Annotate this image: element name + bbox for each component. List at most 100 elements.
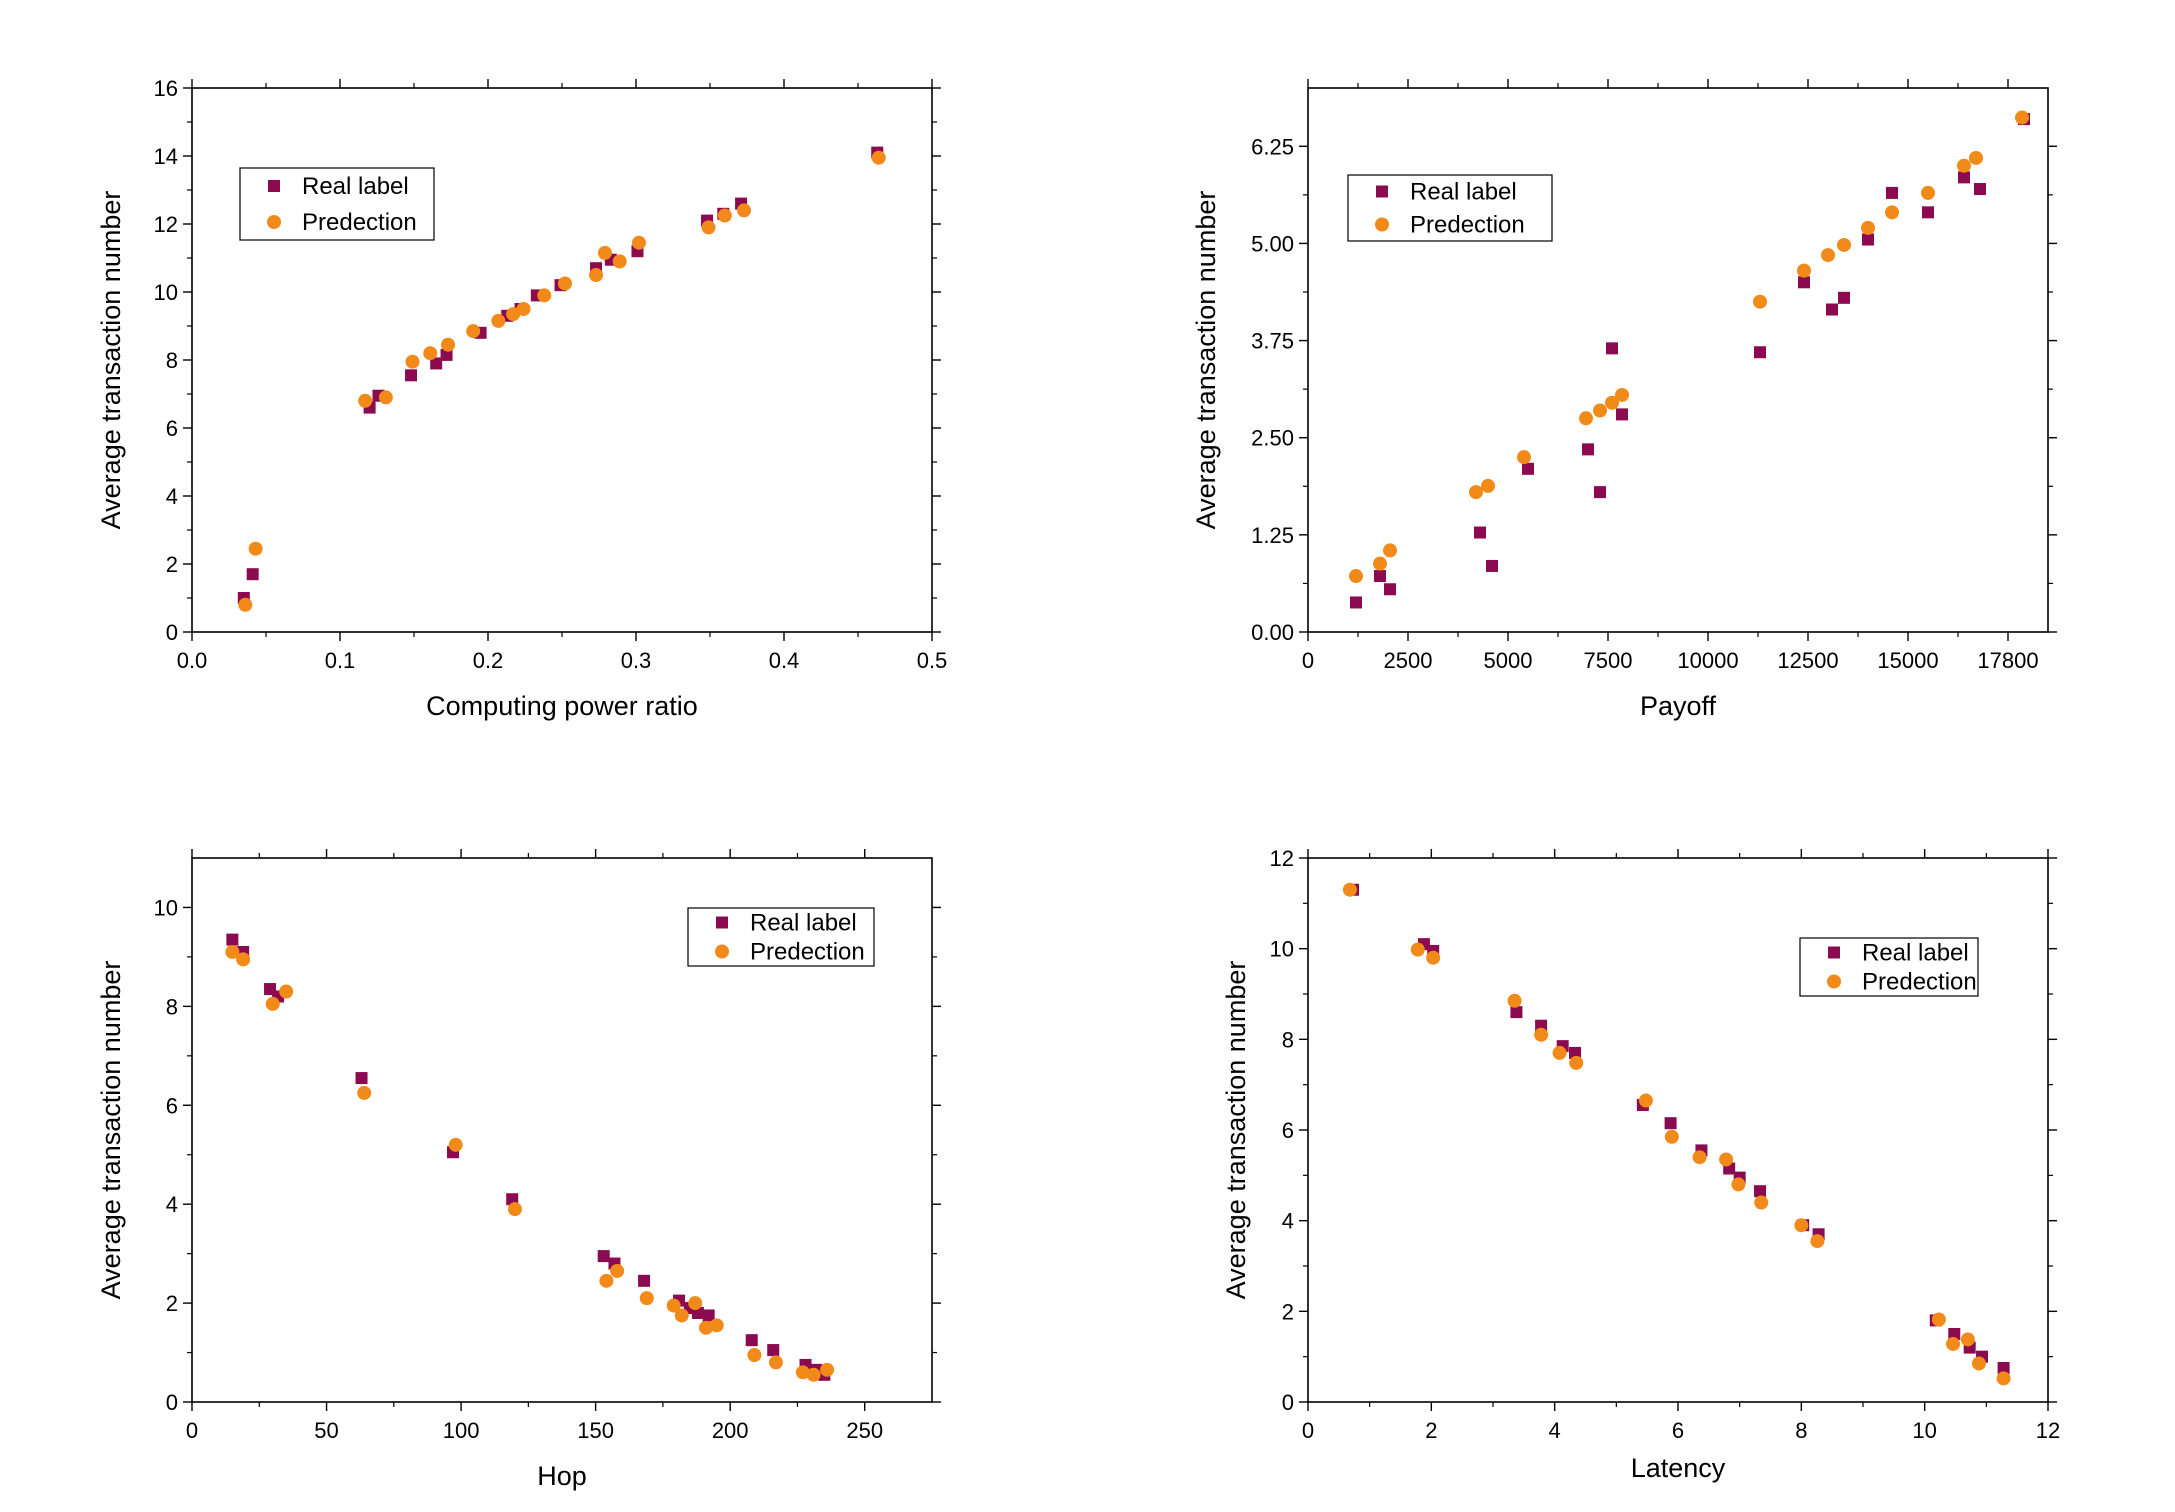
series-real-label [226,933,831,1381]
data-point-prediction [1971,1356,1986,1371]
x-tick-label: 200 [712,1418,749,1443]
data-point-prediction [701,220,716,235]
data-point-prediction [709,1318,724,1333]
x-tick-label: 7500 [1584,648,1633,673]
data-point-real [1997,1362,2010,1374]
y-tick-label: 6 [1282,1118,1294,1143]
y-tick-label: 3.75 [1251,329,1294,354]
legend-label: Predection [1862,969,1977,996]
series-predection [1349,110,2029,584]
y-axis-title: Average transaction number [96,191,126,530]
y-tick-label: 16 [154,76,178,101]
data-point-real [1510,1006,1523,1019]
series-predection [225,944,835,1382]
x-tick-label: 250 [846,1418,883,1443]
data-point-prediction [1754,1195,1769,1210]
data-point-prediction [631,235,646,250]
plot-frame [191,857,933,1403]
y-tick-label: 4 [166,1192,178,1217]
series-predection [1342,882,2011,1386]
data-point-real [1862,233,1874,246]
data-point-prediction [279,984,294,999]
data-point-prediction [612,254,627,269]
data-point-prediction [1342,882,1357,897]
x-tick-label: 15000 [1877,648,1938,673]
data-point-prediction [441,337,456,352]
chart-4: 0 2 4 6 8 10 12 0 2 4 6 8 10 12 Latency Average transac… [1221,846,2060,1483]
data-point-real [1974,183,1986,196]
data-point-real [1754,1185,1767,1198]
data-point-real [767,1344,780,1357]
data-point-prediction [717,208,732,223]
data-point-prediction [358,393,373,408]
data-point-prediction [599,1273,614,1288]
data-point-real [702,1309,715,1322]
y-tick-label: 2 [1282,1299,1294,1324]
legend-label: Predection [1410,212,1525,239]
data-point-real [1826,303,1838,316]
data-point-prediction [1410,942,1425,957]
data-point-prediction [1946,1336,1961,1351]
x-tick-label: 0 [186,1418,198,1443]
data-point-real [1798,276,1810,289]
plot-frame [1307,87,2049,633]
x-tick-label: 0 [1302,1418,1314,1443]
y-axis-title: Average transaction number [1191,191,1221,530]
y-tick-label: 14 [154,144,178,169]
y-tick-label: 5.00 [1251,231,1294,256]
x-tick-label: 0.5 [917,648,948,673]
data-point-prediction [1481,478,1495,493]
x-tick-label: 5000 [1484,648,1533,673]
data-point-real [1594,486,1606,499]
data-point-prediction [378,390,393,405]
y-tick-label: 0 [1282,1390,1294,1415]
data-point-prediction [639,1291,654,1306]
data-point-prediction [1692,1150,1707,1165]
data-point-real [1838,291,1850,304]
y-tick-label: 10 [154,280,178,305]
data-point-real [430,357,443,370]
x-tick-label: 12 [2036,1418,2060,1443]
data-point-prediction [1552,1045,1567,1060]
x-tick-label: 0 [1302,648,1314,673]
data-point-prediction [238,597,253,612]
y-tick-label: 1.25 [1251,523,1294,548]
x-axis-title: Latency [1631,1453,1726,1483]
data-point-prediction [688,1296,703,1311]
data-point-real [355,1072,368,1085]
data-point-prediction [1507,993,1522,1008]
legend-square-icon [1376,185,1388,198]
data-point-real [246,568,259,581]
legend-square-icon [1828,946,1840,959]
y-tick-label: 8 [166,994,178,1019]
x-tick-label: 10 [1912,1418,1936,1443]
x-tick-label: 50 [314,1418,338,1443]
data-point-prediction [506,307,521,322]
legend-circle-icon [267,215,281,229]
data-point-prediction [795,1365,810,1380]
data-point-real [1616,408,1628,421]
data-point-prediction [768,1355,783,1370]
y-tick-label: 0 [166,620,178,645]
data-point-prediction [1615,387,1629,402]
y-tick-label: 8 [166,348,178,373]
data-point-prediction [557,276,572,291]
x-tick-label: 17800 [1977,648,2038,673]
data-point-prediction [1593,403,1607,418]
y-tick-label: 12 [1270,846,1294,871]
data-point-prediction [597,245,612,260]
data-point-prediction [1534,1027,1549,1042]
data-point-prediction [1383,543,1397,558]
x-tick-label: 0.3 [621,648,652,673]
y-tick-label: 10 [1270,937,1294,962]
data-point-prediction [1821,248,1835,263]
data-point-real [1582,443,1594,456]
data-point-prediction [1569,1055,1584,1070]
data-point-prediction [1469,485,1483,500]
legend-label: Real label [1862,940,1969,967]
data-point-prediction [747,1348,762,1363]
data-point-real [1350,596,1362,609]
data-point-prediction [1753,294,1767,309]
data-point-prediction [589,268,604,282]
legend-circle-icon [1827,974,1841,989]
